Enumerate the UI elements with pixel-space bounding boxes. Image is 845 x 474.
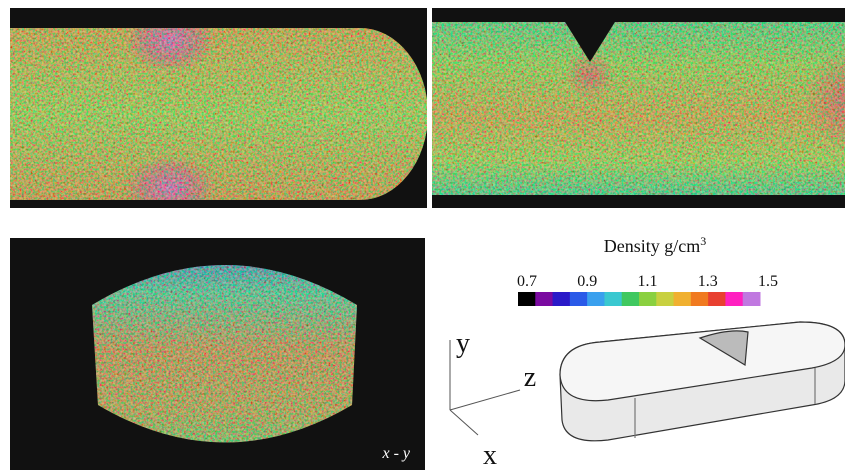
colorbar-tick-label: 1.3	[698, 273, 718, 290]
density-map-xz	[10, 8, 427, 220]
colorbar-swatch	[604, 292, 622, 306]
legend-title-text: Density g/cm	[604, 236, 701, 256]
colorbar-swatch	[553, 292, 571, 306]
colorbar-swatch	[743, 292, 761, 306]
colorbar-swatch	[518, 292, 536, 306]
figure: x - z y - z x - y Density g/cm3 0.7 0.9 1.…	[0, 0, 845, 474]
axis-label: z	[524, 362, 536, 393]
axis-label: y	[456, 328, 470, 359]
legend-title: Density g/cm3	[604, 234, 707, 256]
tablet-model	[560, 322, 845, 441]
colorbar-swatch	[622, 292, 640, 306]
panel-label: x - z	[380, 205, 408, 222]
colorbar-swatch	[656, 292, 674, 306]
colorbar	[518, 292, 761, 306]
legend-title-sup: 3	[700, 234, 706, 248]
colorbar-swatch	[708, 292, 726, 306]
colorbar-swatch	[725, 292, 743, 306]
colorbar-swatch	[570, 292, 588, 306]
colorbar-tick-label: 0.7	[517, 273, 537, 290]
colorbar-ticks: 0.7 0.9 1.1 1.3 1.5	[517, 273, 778, 290]
colorbar-swatch	[691, 292, 709, 306]
colorbar-swatch	[639, 292, 657, 306]
colorbar-tick-label: 1.5	[758, 273, 778, 290]
colorbar-swatch	[587, 292, 605, 306]
page: x - z y - z x - y Density g/cm3 0.7 0.9 1.…	[0, 0, 845, 474]
density-map-yz	[432, 22, 845, 195]
colorbar-swatch	[674, 292, 692, 306]
panel-label: x - y	[381, 445, 410, 462]
axis-label: x	[483, 440, 497, 471]
panel-label: y - z	[801, 205, 830, 222]
colorbar-tick-label: 0.9	[577, 273, 597, 290]
colorbar-tick-label: 1.1	[638, 273, 658, 290]
colorbar-swatch	[535, 292, 553, 306]
